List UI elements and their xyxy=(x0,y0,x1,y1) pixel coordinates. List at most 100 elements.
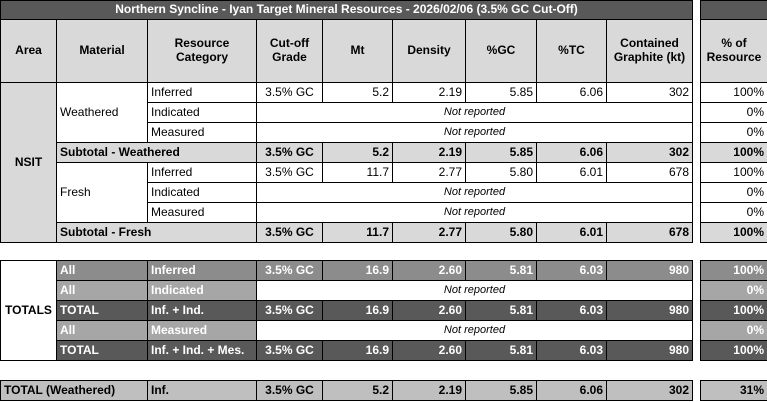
totals-cell: 2.60 xyxy=(392,300,466,321)
totals-cell: 100% xyxy=(700,300,767,321)
totals-cell: 6.03 xyxy=(536,340,607,361)
total-weathered: 2.19 xyxy=(392,380,466,401)
total-weathered: 5.85 xyxy=(465,380,537,401)
cell: 3.5% GC xyxy=(256,82,323,103)
cell: 0% xyxy=(700,102,767,123)
totals-cell: 16.9 xyxy=(322,340,393,361)
subtotal: 5.2 xyxy=(322,142,393,163)
cell: Measured xyxy=(147,122,257,143)
total-weathered: 5.2 xyxy=(322,380,393,401)
totals-cell: 0% xyxy=(700,280,767,301)
cell: Inferred xyxy=(147,82,257,103)
cell: 100% xyxy=(700,82,767,103)
totals-cell: 2.60 xyxy=(392,260,466,281)
totals-cell: 3.5% GC xyxy=(256,300,323,321)
subtotal: 2.19 xyxy=(392,142,466,163)
total-weathered: 6.06 xyxy=(536,380,607,401)
subtotal: 5.85 xyxy=(465,142,537,163)
not-reported: Not reported xyxy=(256,102,693,123)
subtotal: Subtotal - Fresh xyxy=(56,222,257,243)
totals-cell: All xyxy=(56,260,148,281)
subtotal: 3.5% GC xyxy=(256,142,323,163)
total-weathered: 3.5% GC xyxy=(256,380,323,401)
material-label: Weathered xyxy=(56,82,148,143)
total-weathered: TOTAL (Weathered) xyxy=(0,380,148,401)
totals-cell: Indicated xyxy=(147,280,257,301)
not-reported: Not reported xyxy=(256,182,693,203)
subtotal: Subtotal - Weathered xyxy=(56,142,257,163)
cell: 3.5% GC xyxy=(256,162,323,183)
totals-cell: Inferred xyxy=(147,260,257,281)
totals-cell: Inf. + Ind. xyxy=(147,300,257,321)
cell: 5.80 xyxy=(465,162,537,183)
area-label: NSIT xyxy=(0,82,57,243)
cell: Measured xyxy=(147,202,257,223)
cell: 2.77 xyxy=(392,162,466,183)
totals-cell: 16.9 xyxy=(322,260,393,281)
totals-cell: 6.03 xyxy=(536,300,607,321)
totals-label: TOTALS xyxy=(0,260,57,361)
cell: 11.7 xyxy=(322,162,393,183)
not-reported: Not reported xyxy=(256,320,693,341)
totals-cell: 2.60 xyxy=(392,340,466,361)
not-reported: Not reported xyxy=(256,122,693,143)
cell: 5.2 xyxy=(322,82,393,103)
cell: Indicated xyxy=(147,182,257,203)
column-header: Area xyxy=(0,19,57,83)
cell: 0% xyxy=(700,122,767,143)
subtotal: 3.5% GC xyxy=(256,222,323,243)
column-header: Material xyxy=(56,19,148,83)
totals-cell: 3.5% GC xyxy=(256,260,323,281)
subtotal: 678 xyxy=(606,222,693,243)
column-header: Mt xyxy=(322,19,393,83)
cell: 678 xyxy=(606,162,693,183)
column-header: % of Resource xyxy=(700,19,767,83)
totals-cell: 6.03 xyxy=(536,260,607,281)
not-reported: Not reported xyxy=(256,280,693,301)
totals-cell: TOTAL xyxy=(56,340,148,361)
subtotal: 6.01 xyxy=(536,222,607,243)
totals-cell: 100% xyxy=(700,260,767,281)
column-header: %TC xyxy=(536,19,607,83)
cell: 0% xyxy=(700,182,767,203)
subtotal: 5.80 xyxy=(465,222,537,243)
not-reported: Not reported xyxy=(256,202,693,223)
totals-cell: 5.81 xyxy=(465,340,537,361)
cell: Inferred xyxy=(147,162,257,183)
totals-cell: All xyxy=(56,320,148,341)
column-header: Cut-off Grade xyxy=(256,19,323,83)
column-header: %GC xyxy=(465,19,537,83)
totals-cell: 16.9 xyxy=(322,300,393,321)
cell: 100% xyxy=(700,162,767,183)
totals-cell: All xyxy=(56,280,148,301)
totals-cell: 0% xyxy=(700,320,767,341)
column-header: Density xyxy=(392,19,466,83)
totals-cell: 980 xyxy=(606,340,693,361)
subtotal: 302 xyxy=(606,142,693,163)
totals-cell: 5.81 xyxy=(465,260,537,281)
total-weathered: 302 xyxy=(606,380,693,401)
subtotal: 100% xyxy=(700,142,767,163)
totals-cell: 5.81 xyxy=(465,300,537,321)
cell: 2.19 xyxy=(392,82,466,103)
subtotal: 6.06 xyxy=(536,142,607,163)
totals-cell: TOTAL xyxy=(56,300,148,321)
subtotal: 100% xyxy=(700,222,767,243)
title-blank xyxy=(700,0,767,20)
column-header: Contained Graphite (kt) xyxy=(606,19,693,83)
totals-cell: 980 xyxy=(606,260,693,281)
totals-cell: Inf. + Ind. + Mes. xyxy=(147,340,257,361)
totals-cell: 100% xyxy=(700,340,767,361)
subtotal: 2.77 xyxy=(392,222,466,243)
total-weathered: 31% xyxy=(700,380,767,401)
cell: 0% xyxy=(700,202,767,223)
cell: Indicated xyxy=(147,102,257,123)
cell: 6.01 xyxy=(536,162,607,183)
cell: 6.06 xyxy=(536,82,607,103)
subtotal: 11.7 xyxy=(322,222,393,243)
totals-cell: Measured xyxy=(147,320,257,341)
table-title: Northern Syncline - Iyan Target Mineral … xyxy=(0,0,693,20)
totals-cell: 980 xyxy=(606,300,693,321)
material-label: Fresh xyxy=(56,162,148,223)
